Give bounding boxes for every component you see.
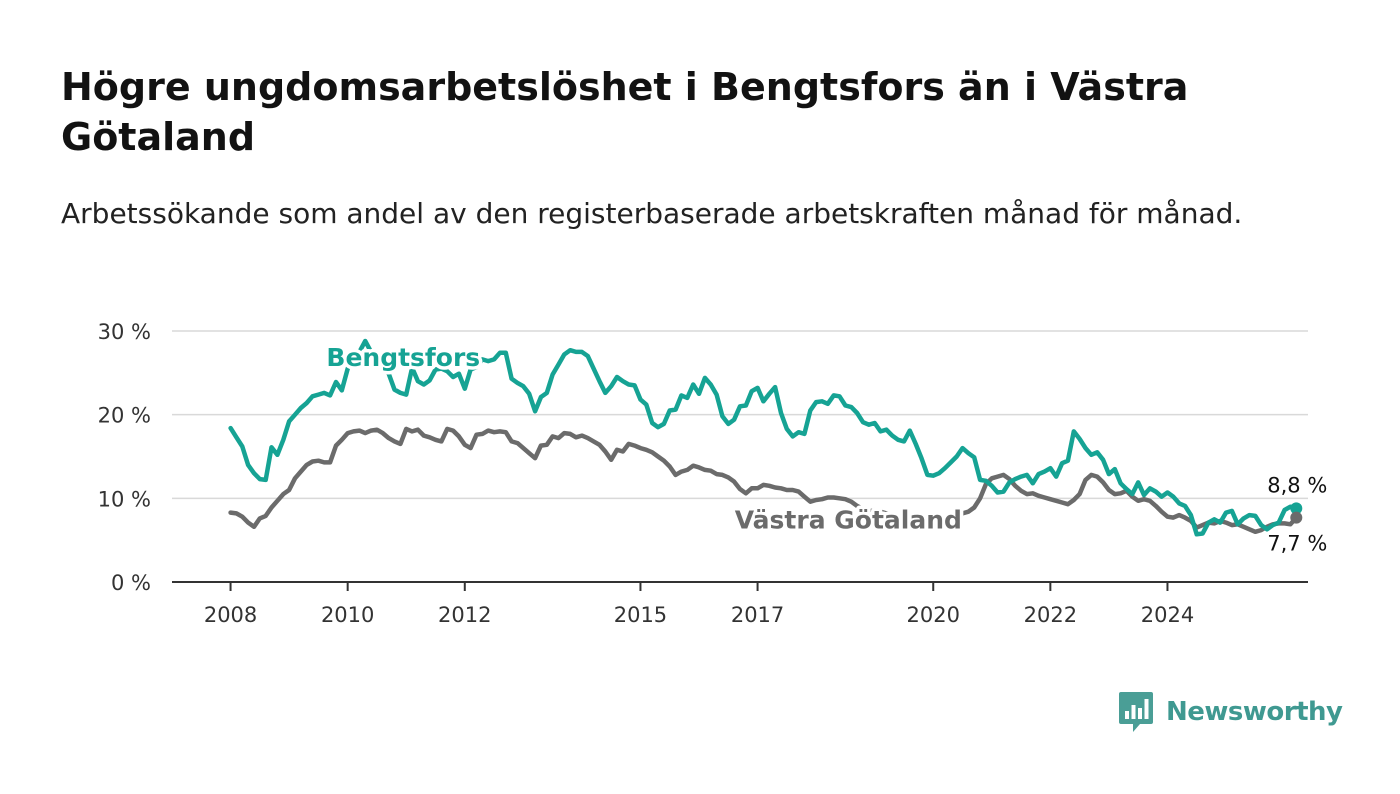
series-end-label-0: 8,8 % bbox=[1267, 473, 1327, 497]
x-tick-label: 2008 bbox=[204, 603, 257, 627]
x-tick-label: 2010 bbox=[321, 603, 374, 627]
series-labels: 8,8 % 7,7 % Bengtsfors Västra Götaland bbox=[323, 340, 1327, 556]
series-line-0 bbox=[228, 338, 1299, 537]
x-tick-label: 2017 bbox=[731, 603, 784, 627]
y-tick-label: 20 % bbox=[98, 404, 151, 428]
x-tick-label: 2020 bbox=[907, 603, 960, 627]
chart-title: Högre ungdomsarbetslöshet i Bengtsfors ä… bbox=[61, 65, 1189, 159]
brand-name: Newsworthy bbox=[1166, 697, 1343, 727]
series-label-0: Bengtsfors bbox=[326, 343, 480, 372]
y-tick-label: 10 % bbox=[98, 487, 151, 511]
x-tick-label: 2024 bbox=[1141, 603, 1194, 627]
series-end-point-0 bbox=[1290, 502, 1303, 515]
series-end-point-1 bbox=[1290, 511, 1303, 524]
newsworthy-logo: Newsworthy bbox=[1118, 691, 1343, 733]
grid-lines bbox=[172, 330, 1308, 583]
y-tick-label: 0 % bbox=[111, 571, 151, 595]
x-axis-ticks: 2008 2010 2012 2015 2017 2020 2022 2024 bbox=[204, 582, 1194, 627]
y-tick-label: 30 % bbox=[98, 320, 151, 344]
series-end-label-1: 7,7 % bbox=[1267, 532, 1327, 556]
bar-chart-speech-bubble-icon bbox=[1119, 692, 1153, 732]
x-tick-label: 2022 bbox=[1024, 603, 1077, 627]
series-label-1: Västra Götaland bbox=[735, 505, 962, 534]
x-tick-label: 2012 bbox=[438, 603, 491, 627]
y-axis-ticks: 0 % 10 % 20 % 30 % bbox=[98, 320, 151, 595]
series-lines bbox=[228, 338, 1303, 537]
x-tick-label: 2015 bbox=[614, 603, 667, 627]
chart-subtitle: Arbetssökande som andel av den registerb… bbox=[61, 197, 1243, 230]
series-line-1 bbox=[228, 426, 1299, 535]
